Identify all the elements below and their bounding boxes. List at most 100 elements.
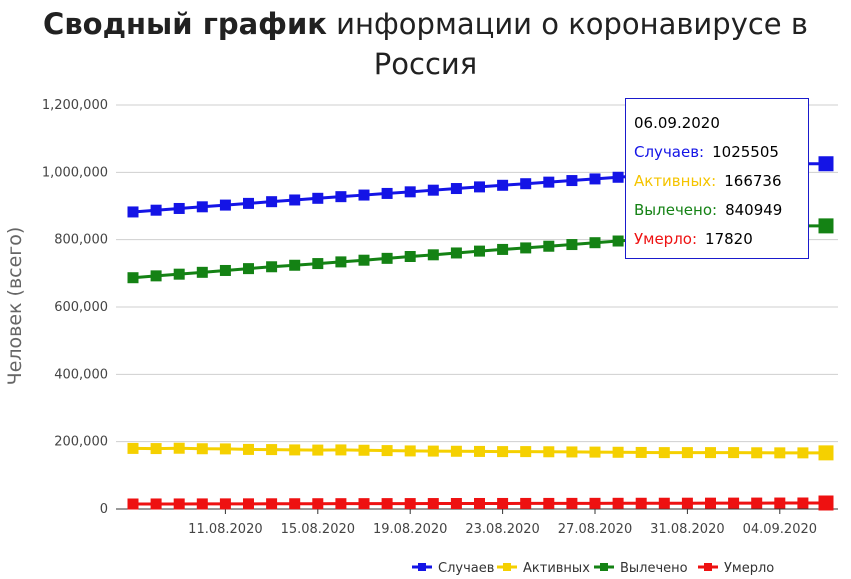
data-point-deaths bbox=[705, 497, 716, 509]
data-point-recovered bbox=[818, 218, 834, 234]
legend-swatch-deaths bbox=[704, 563, 712, 571]
tooltip: 06.09.2020 Случаев: 1025505 Активных: 1667… bbox=[625, 98, 809, 259]
data-point-active bbox=[589, 446, 601, 458]
data-point-deaths bbox=[312, 498, 324, 510]
x-tick-label: 23.08.2020 bbox=[465, 522, 539, 537]
legend-label-cases: Случаев bbox=[438, 561, 494, 576]
legend-label-deaths: Умерло bbox=[724, 561, 774, 576]
tooltip-value-deaths: 17820 bbox=[705, 230, 753, 248]
data-point-deaths bbox=[818, 495, 834, 511]
data-point-active bbox=[566, 446, 578, 458]
x-tick-label: 27.08.2020 bbox=[558, 522, 632, 537]
data-point-deaths bbox=[358, 498, 370, 510]
data-point-active bbox=[751, 447, 763, 459]
data-point-deaths bbox=[497, 497, 509, 509]
x-tick-label: 04.09.2020 bbox=[743, 522, 817, 537]
data-point-cases bbox=[566, 175, 578, 187]
data-point-active bbox=[728, 447, 740, 459]
data-point-active bbox=[450, 445, 462, 457]
data-point-active bbox=[705, 447, 716, 459]
data-point-deaths bbox=[751, 497, 763, 509]
data-point-cases bbox=[381, 187, 393, 199]
data-point-recovered bbox=[219, 264, 231, 276]
y-axis-label: Человек (всего) bbox=[4, 227, 26, 386]
data-point-deaths bbox=[450, 498, 462, 510]
tooltip-value-active: 166736 bbox=[724, 172, 782, 190]
tooltip-value-cases: 1025505 bbox=[712, 143, 779, 161]
data-point-cases bbox=[612, 171, 624, 183]
tooltip-label-recovered: Вылечено: bbox=[634, 201, 718, 219]
data-point-active bbox=[381, 445, 393, 457]
y-tick-label: 0 bbox=[100, 502, 108, 517]
data-point-cases bbox=[173, 202, 185, 214]
data-point-deaths bbox=[728, 497, 740, 509]
tooltip-label-active: Активных: bbox=[634, 172, 717, 190]
data-point-deaths bbox=[173, 498, 185, 510]
data-point-active bbox=[219, 443, 231, 455]
tooltip-row-active: Активных: 166736 bbox=[634, 167, 800, 196]
data-point-recovered bbox=[474, 245, 485, 257]
data-point-recovered bbox=[196, 266, 208, 278]
tooltip-date: 06.09.2020 bbox=[634, 114, 720, 132]
data-point-active bbox=[243, 443, 254, 455]
data-point-active bbox=[196, 443, 208, 455]
data-point-recovered bbox=[427, 249, 439, 261]
data-point-active bbox=[173, 442, 185, 454]
data-point-recovered bbox=[173, 268, 185, 280]
legend-label-active: Активных bbox=[523, 561, 590, 576]
y-tick-label: 1,000,000 bbox=[42, 165, 108, 180]
data-point-active bbox=[797, 447, 809, 459]
data-point-active bbox=[520, 446, 532, 458]
data-point-cases bbox=[427, 184, 439, 196]
data-point-active bbox=[474, 445, 485, 457]
data-point-cases bbox=[335, 191, 347, 203]
data-point-active bbox=[289, 444, 301, 456]
data-point-active bbox=[543, 446, 555, 458]
data-point-cases bbox=[358, 189, 370, 201]
data-point-cases bbox=[450, 183, 462, 195]
data-point-deaths bbox=[566, 497, 578, 509]
data-point-cases bbox=[289, 194, 301, 206]
data-point-cases bbox=[543, 176, 555, 188]
data-point-recovered bbox=[566, 239, 578, 251]
data-point-active bbox=[818, 445, 834, 461]
data-point-deaths bbox=[243, 498, 254, 510]
legend-swatch-active bbox=[503, 563, 511, 571]
data-point-active bbox=[497, 446, 509, 458]
legend-swatch-recovered bbox=[600, 563, 608, 571]
y-tick-labels: 0 200,000 400,000 600,000 800,000 1,000,000 1,… bbox=[42, 98, 108, 517]
data-point-deaths bbox=[797, 497, 809, 509]
data-point-active bbox=[681, 447, 693, 459]
data-point-cases bbox=[127, 206, 139, 218]
data-point-recovered bbox=[289, 259, 301, 271]
data-point-cases bbox=[404, 186, 416, 198]
data-point-deaths bbox=[774, 497, 786, 509]
tooltip-value-recovered: 840949 bbox=[725, 201, 783, 219]
legend-swatch-cases bbox=[418, 563, 426, 571]
data-point-recovered bbox=[404, 251, 416, 262]
x-tick-label: 15.08.2020 bbox=[281, 522, 355, 537]
data-point-recovered bbox=[612, 235, 624, 247]
y-tick-label: 200,000 bbox=[54, 435, 108, 450]
legend-label-recovered: Вылечено bbox=[620, 561, 688, 576]
data-point-deaths bbox=[335, 498, 347, 510]
y-tick-label: 600,000 bbox=[54, 300, 108, 315]
data-point-recovered bbox=[589, 237, 601, 249]
tooltip-row-deaths: Умерло: 17820 bbox=[634, 225, 800, 254]
data-point-cases bbox=[818, 156, 834, 172]
data-point-active bbox=[774, 447, 786, 459]
data-point-recovered bbox=[127, 272, 139, 284]
data-point-active bbox=[427, 445, 439, 457]
data-point-cases bbox=[520, 178, 532, 190]
data-point-cases bbox=[150, 204, 162, 216]
data-point-cases bbox=[497, 179, 509, 191]
y-tick-label: 800,000 bbox=[54, 233, 108, 248]
data-point-active bbox=[150, 443, 162, 455]
data-point-recovered bbox=[450, 247, 462, 259]
data-point-recovered bbox=[150, 270, 162, 282]
data-point-recovered bbox=[520, 242, 532, 254]
data-point-deaths bbox=[543, 497, 555, 509]
data-point-deaths bbox=[219, 498, 231, 510]
data-point-active bbox=[612, 446, 624, 458]
data-point-deaths bbox=[289, 498, 301, 510]
